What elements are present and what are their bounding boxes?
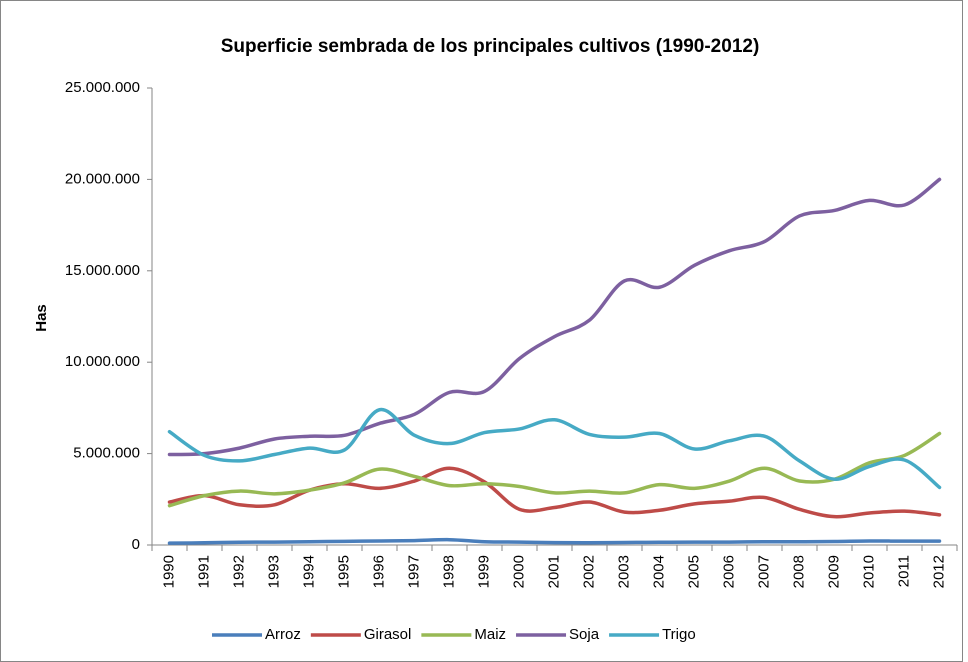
x-tick-label: 2009 <box>825 555 842 588</box>
legend-label: Trigo <box>662 626 696 643</box>
x-tick-label: 1998 <box>440 555 457 588</box>
x-tick-label: 2002 <box>580 555 597 588</box>
legend-label: Arroz <box>265 626 301 643</box>
x-tick-label: 2005 <box>685 555 702 588</box>
series-line <box>167 537 942 545</box>
x-tick-label: 2011 <box>895 555 912 587</box>
x-tick-label: 2008 <box>790 555 807 588</box>
y-tick-label: 0 <box>132 536 140 553</box>
x-tick-label: 1994 <box>300 555 317 588</box>
x-tick-label: 2010 <box>860 555 877 588</box>
x-tick-label: 1990 <box>160 555 177 588</box>
x-tick-label: 2006 <box>720 555 737 588</box>
x-tick-label: 2012 <box>930 555 947 588</box>
x-tick-label: 1993 <box>265 555 282 588</box>
x-tick-label: 1999 <box>475 555 492 588</box>
x-tick-label: 1997 <box>405 555 422 588</box>
x-tick-label: 2007 <box>755 555 772 588</box>
x-tick-label: 2003 <box>615 555 632 588</box>
x-tick-label: 2000 <box>510 555 527 588</box>
chart-title: Superficie sembrada de los principales c… <box>221 36 760 57</box>
legend-label: Maiz <box>474 626 506 643</box>
y-axis-label: Has <box>33 304 50 332</box>
series-line <box>167 466 942 519</box>
legend-label: Soja <box>569 626 600 643</box>
x-tick-label: 1996 <box>370 555 387 588</box>
series-line <box>167 177 942 457</box>
y-tick-label: 15.000.000 <box>65 262 140 279</box>
y-tick-label: 5.000.000 <box>73 445 140 462</box>
x-tick-label: 1992 <box>230 555 247 588</box>
y-tick-label: 25.000.000 <box>65 79 140 96</box>
x-tick-label: 2004 <box>650 555 667 588</box>
y-tick-label: 10.000.000 <box>65 353 140 370</box>
x-tick-label: 1995 <box>335 555 352 588</box>
x-tick-label: 1991 <box>195 555 212 588</box>
y-tick-label: 20.000.000 <box>65 170 140 187</box>
legend-label: Girasol <box>364 626 412 643</box>
series-line <box>167 431 942 508</box>
series-line <box>167 407 942 490</box>
x-tick-label: 2001 <box>545 555 562 588</box>
